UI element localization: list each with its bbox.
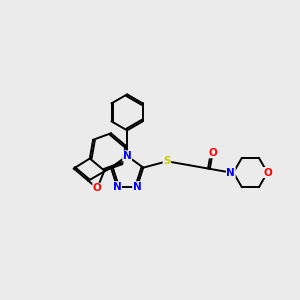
Text: N: N bbox=[113, 182, 122, 192]
Text: O: O bbox=[93, 183, 102, 193]
Text: N: N bbox=[133, 182, 142, 192]
Text: N: N bbox=[123, 151, 131, 161]
Text: N: N bbox=[226, 167, 235, 178]
Text: O: O bbox=[208, 148, 217, 158]
Text: S: S bbox=[163, 156, 171, 166]
Text: O: O bbox=[263, 167, 272, 178]
